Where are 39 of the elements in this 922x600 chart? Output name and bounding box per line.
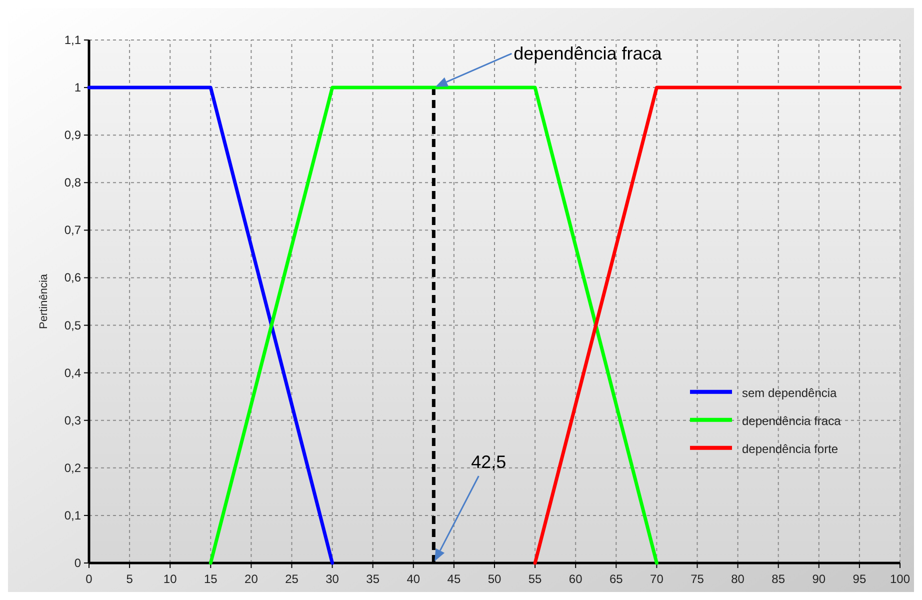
y-tick-label: 0,9 [64,128,82,142]
y-tick-label: 0,7 [64,223,82,238]
y-tick-label: 0,6 [64,270,82,285]
x-tick-label: 100 [890,572,910,586]
x-tick-label: 95 [852,572,866,586]
y-axis-title: Pertinência [38,273,50,330]
x-tick-label: 50 [488,572,502,586]
legend-label: sem dependência [742,386,838,400]
x-tick-label: 80 [731,572,745,586]
annotation: dependência fraca [514,44,663,64]
x-tick-label: 45 [447,572,461,586]
y-tick-label: 0,1 [64,508,82,522]
x-tick-label: 10 [163,572,178,586]
annotation: 42,5 [471,452,506,472]
y-tick-label: 0,3 [64,413,82,428]
y-tick-label: 0,8 [64,176,82,190]
x-tick-label: 0 [86,572,93,586]
x-tick-label: 35 [366,572,380,586]
x-tick-label: 60 [568,572,583,586]
x-tick-label: 40 [406,572,420,586]
y-tick-label: 0,5 [64,318,82,332]
y-tick-label: 0,4 [64,366,82,380]
y-tick-label: 1 [74,80,82,95]
y-tick-label: 0,2 [64,460,82,475]
x-tick-label: 25 [285,572,299,586]
legend-label: dependência forte [742,442,838,456]
x-tick-label: 90 [812,572,826,586]
x-tick-label: 85 [772,572,786,586]
x-tick-label: 15 [204,572,218,586]
x-tick-label: 30 [326,572,340,586]
x-tick-label: 75 [690,572,704,586]
x-tick-label: 70 [650,572,664,586]
legend-label: dependência fraca [742,414,842,428]
x-tick-label: 55 [528,572,542,586]
y-tick-label: 0 [74,556,82,570]
x-tick-label: 20 [244,572,258,586]
x-tick-label: 5 [126,572,134,586]
y-tick-label: 1,1 [64,33,82,47]
x-tick-label: 65 [609,572,624,586]
